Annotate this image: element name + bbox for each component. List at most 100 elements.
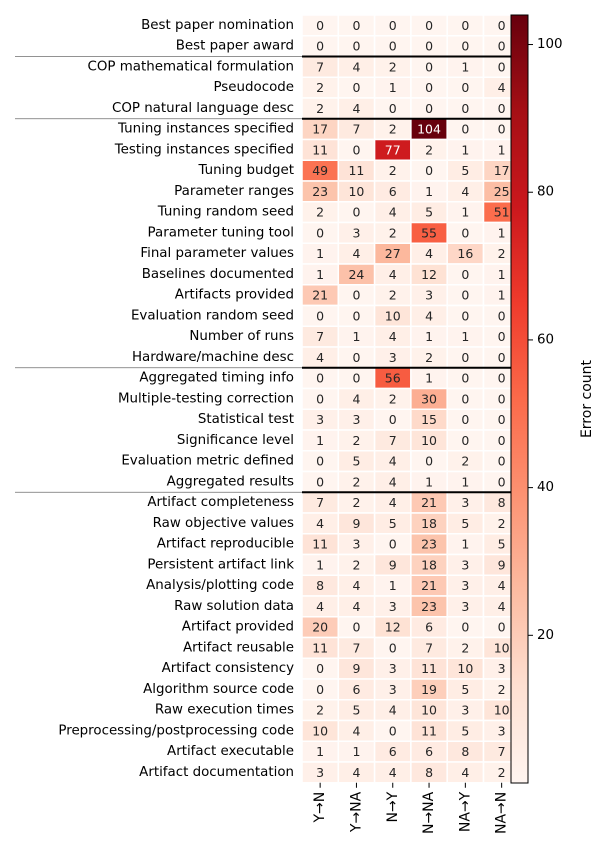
cell-value-label: 0 — [425, 454, 433, 469]
cell-value-label: 4 — [498, 599, 506, 614]
cell-value-label: 0 — [461, 225, 469, 240]
cell-value-label: 1 — [498, 267, 506, 282]
cell-value-label: 2 — [389, 225, 397, 240]
cell-value-label: 3 — [461, 578, 469, 593]
cell-value-label: 4 — [389, 474, 397, 489]
row-label: Statistical test — [198, 412, 294, 427]
cell-value-label: 3 — [389, 682, 397, 697]
cell-value-label: 7 — [316, 329, 324, 344]
row-label: Analysis/plotting code — [146, 578, 294, 593]
row-label: Significance level — [177, 433, 294, 448]
row-label: Artifact consistency — [162, 661, 294, 676]
cell-value-label: 3 — [352, 225, 360, 240]
cell-value-label: 1 — [316, 744, 324, 759]
cell-value-label: 0 — [498, 350, 506, 365]
row-label: Hardware/machine desc — [132, 350, 294, 365]
cell-value-label: 0 — [352, 288, 360, 303]
cell-value-label: 3 — [352, 537, 360, 552]
cell-value-label: 4 — [352, 59, 360, 74]
cell-value-label: 6 — [352, 682, 360, 697]
cell-value-label: 0 — [352, 308, 360, 323]
cell-value-label: 4 — [425, 308, 433, 323]
cell-value-label: 5 — [389, 516, 397, 531]
cell-value-label: 23 — [312, 184, 328, 199]
cell-value-label: 0 — [352, 18, 360, 33]
cell-value-label: 3 — [461, 703, 469, 718]
cell-value-label: 20 — [312, 620, 328, 635]
cell-value-label: 1 — [389, 578, 397, 593]
colorbar-tick-label: 100 — [537, 37, 563, 52]
heatmap-cells: 0 0 0 0 0 00 0 0 0 0 07 4 2 0 1 02 0 1 0 0 42 4 0 0 0 017 7 2 104 0 01… — [301, 14, 521, 784]
row-label: Evaluation random seed — [131, 308, 294, 323]
cell-value-label: 17 — [312, 122, 328, 137]
cell-value-label: 7 — [498, 744, 506, 759]
cell-value-label: 23 — [421, 599, 437, 614]
x-tick-label: Y→N — [312, 792, 328, 824]
row-label: Tuning instances specified — [117, 122, 294, 137]
cell-value-label: 1 — [425, 329, 433, 344]
cell-value-label: 8 — [461, 744, 469, 759]
cell-value-label: 0 — [352, 80, 360, 95]
cell-value-label: 4 — [352, 246, 360, 261]
cell-value-label: 30 — [421, 391, 437, 406]
cell-value-label: 6 — [389, 744, 397, 759]
cell-value-label: 1 — [316, 557, 324, 572]
cell-value-label: 0 — [461, 267, 469, 282]
cell-value-label: 11 — [312, 142, 328, 157]
cell-value-label: 4 — [352, 391, 360, 406]
cell-value-label: 2 — [498, 246, 506, 261]
cell-value-label: 0 — [352, 620, 360, 635]
cell-value-label: 51 — [494, 205, 510, 220]
cell-value-label: 0 — [389, 18, 397, 33]
colorbar-tick-label: 40 — [537, 480, 554, 495]
cell-value-label: 77 — [385, 142, 401, 157]
colorbar-label: Error count — [579, 359, 595, 438]
cell-value-label: 7 — [316, 495, 324, 510]
cell-value-label: 2 — [389, 122, 397, 137]
cell-value-label: 0 — [461, 412, 469, 427]
cell-value-label: 4 — [389, 703, 397, 718]
row-label: COP natural language desc — [112, 101, 294, 116]
x-tick-label: NA→Y — [457, 791, 473, 832]
cell-value-label: 9 — [352, 661, 360, 676]
cell-value-label: 1 — [316, 433, 324, 448]
cell-value-label: 0 — [352, 39, 360, 54]
x-tick-label: N→NA — [421, 791, 437, 834]
cell-value-label: 104 — [417, 122, 441, 137]
cell-value-label: 2 — [425, 350, 433, 365]
row-label: Raw objective values — [153, 516, 294, 531]
cell-value-label: 1 — [461, 142, 469, 157]
cell-value-label: 11 — [312, 537, 328, 552]
cell-value-label: 1 — [352, 744, 360, 759]
cell-value-label: 10 — [457, 661, 473, 676]
cell-value-label: 49 — [312, 163, 328, 178]
row-label: COP mathematical formulation — [88, 59, 295, 74]
cell-value-label: 6 — [425, 620, 433, 635]
row-label: Evaluation metric defined — [121, 454, 294, 469]
row-label: Artifact reusable — [183, 640, 294, 655]
cell-value-label: 55 — [421, 225, 437, 240]
cell-value-label: 18 — [421, 516, 437, 531]
cell-value-label: 5 — [461, 163, 469, 178]
cell-value-label: 1 — [498, 142, 506, 157]
cell-value-label: 3 — [498, 723, 506, 738]
cell-value-label: 4 — [425, 246, 433, 261]
cell-value-label: 7 — [425, 640, 433, 655]
cell-value-label: 0 — [389, 723, 397, 738]
row-label: Raw solution data — [174, 599, 294, 614]
cell-value-label: 7 — [389, 433, 397, 448]
row-label: Persistent artifact link — [147, 557, 294, 572]
cell-value-label: 0 — [498, 101, 506, 116]
cell-value-label: 10 — [494, 703, 510, 718]
cell-value-label: 5 — [498, 537, 506, 552]
cell-value-label: 0 — [316, 308, 324, 323]
cell-value-label: 4 — [389, 765, 397, 780]
cell-value-label: 0 — [316, 371, 324, 386]
cell-value-label: 4 — [461, 184, 469, 199]
cell-value-label: 0 — [316, 39, 324, 54]
cell-value-label: 0 — [352, 350, 360, 365]
cell-value-label: 25 — [494, 184, 510, 199]
cell-value-label: 4 — [352, 101, 360, 116]
cell-value-label: 8 — [425, 765, 433, 780]
cell-value-label: 4 — [316, 599, 324, 614]
